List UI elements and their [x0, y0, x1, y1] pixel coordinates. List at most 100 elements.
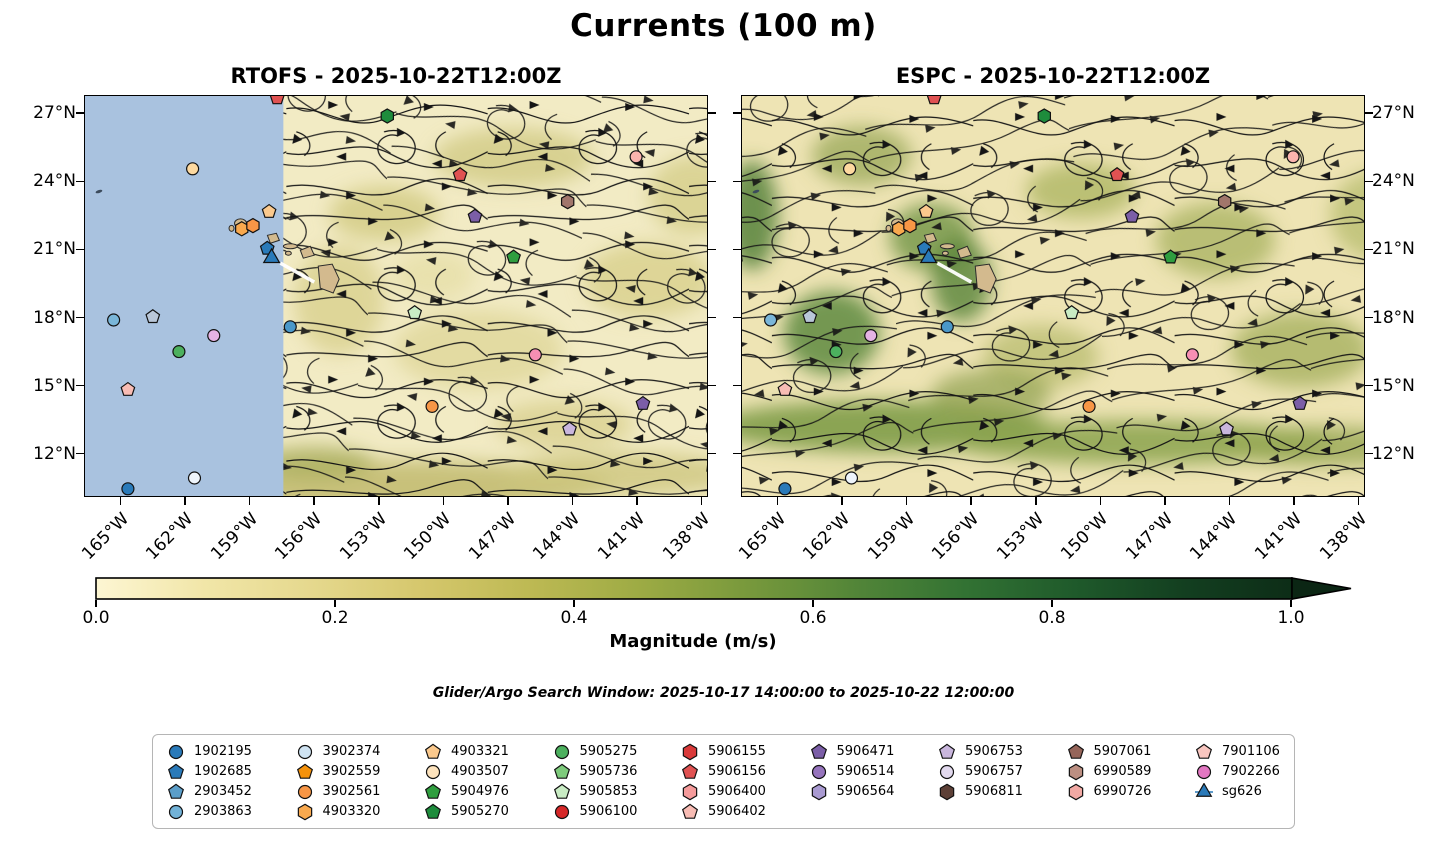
- lat-tick-mark: [733, 316, 741, 319]
- rtofs-no-data-region: [85, 96, 284, 496]
- glider-track: [279, 261, 316, 284]
- circle-marker-icon: [425, 764, 441, 779]
- lat-tick-mark: [708, 384, 716, 387]
- legend-item-3902374: 3902374: [296, 742, 380, 761]
- rtofs-float-markers: [107, 96, 651, 496]
- lon-tick-mark: [1228, 497, 1231, 505]
- float-marker: [506, 249, 521, 264]
- float-marker: [172, 345, 186, 359]
- legend-item-label: 6990726: [1093, 784, 1152, 799]
- legend-item-label: 4903507: [451, 764, 509, 779]
- legend-item-5906471: 5906471: [810, 742, 894, 761]
- colorbar-tick-mark: [334, 600, 336, 607]
- lat-tick-label: 18°N: [33, 307, 76, 328]
- lat-tick-label: 24°N: [33, 171, 76, 192]
- circle-marker-icon: [811, 764, 826, 779]
- legend-item-4903320: 4903320: [296, 802, 381, 821]
- lat-tick-label: 21°N: [1372, 239, 1415, 260]
- legend-item-label: 5907061: [1093, 744, 1152, 759]
- lon-tick-mark: [507, 497, 509, 505]
- legend-item-label: 5906402: [708, 804, 766, 819]
- lon-tick-mark: [571, 497, 574, 505]
- legend-item-label: 7902266: [1222, 764, 1280, 779]
- legend-item-label: 5905736: [579, 764, 638, 779]
- float-marker: [1185, 348, 1199, 362]
- lat-tick-label: 27°N: [33, 103, 76, 124]
- float-marker: [629, 150, 643, 164]
- legend-item-label: 5906400: [708, 784, 766, 799]
- legend-column: 3902374 3902559 3902561 4903320: [296, 742, 381, 821]
- legend-item-label: 5906811: [965, 784, 1023, 799]
- lat-tick-label: 12°N: [1372, 443, 1415, 464]
- pentagon-marker-icon: [425, 803, 441, 819]
- legend-column: 4903321 4903507 5904976 5905270: [424, 742, 509, 821]
- float-marker: [1292, 395, 1308, 410]
- colorbar-tick-label: 1.0: [1277, 608, 1305, 628]
- float-marker: [562, 421, 577, 436]
- legend-item-5905270: 5905270: [424, 802, 509, 821]
- float-marker: [918, 203, 934, 218]
- legend-item-label: 4903320: [322, 804, 381, 819]
- legend-item-label: 3902559: [322, 764, 381, 779]
- colorbar-tick-label: 0.8: [1038, 608, 1066, 628]
- hexagon-marker-icon: [811, 783, 826, 800]
- lat-tick-mark: [76, 180, 84, 183]
- float-marker: [1217, 193, 1232, 210]
- legend-item-label: 2903863: [194, 804, 252, 819]
- legend-item-7902266: 7902266: [1195, 762, 1280, 781]
- colorbar-extend-arrow: [1291, 577, 1352, 600]
- lat-tick-mark: [76, 452, 84, 455]
- legend-item-5906402: 5906402: [681, 802, 766, 821]
- hexagon-marker-icon: [297, 803, 312, 820]
- lon-tick-mark: [841, 497, 843, 505]
- lon-tick-label: 141°W: [1251, 509, 1307, 564]
- legend-item-5905853: 5905853: [553, 782, 637, 801]
- legend-item-5905736: 5905736: [553, 762, 638, 781]
- colorbar-tick-label: 0.6: [799, 608, 827, 628]
- lat-tick-label: 12°N: [33, 443, 76, 464]
- lon-tick-mark: [1357, 497, 1360, 505]
- lon-tick-mark: [1164, 497, 1166, 505]
- legend-item-1902195: 1902195: [167, 742, 252, 761]
- lon-tick-mark: [700, 497, 703, 505]
- lat-tick-mark: [1365, 112, 1373, 114]
- circle-marker-icon: [168, 744, 184, 759]
- circle-marker-icon: [554, 744, 569, 759]
- legend-item-label: sg626: [1222, 784, 1262, 799]
- lon-tick-label: 141°W: [594, 509, 650, 564]
- float-marker: [467, 208, 483, 223]
- float-marker: [120, 381, 136, 396]
- float-marker: [235, 221, 249, 237]
- legend-item-5906514: 5906514: [810, 762, 894, 781]
- float-marker: [1064, 305, 1080, 320]
- float-marker: [407, 305, 423, 320]
- small-islet: [752, 189, 760, 194]
- float-marker: [777, 381, 793, 396]
- legend-item-label: 5906757: [965, 764, 1023, 779]
- glider-marker: [919, 247, 938, 264]
- legend-item-5906811: 5906811: [938, 782, 1023, 801]
- float-marker: [903, 217, 917, 234]
- pentagon-marker-icon: [939, 743, 955, 759]
- legend-item-label: 5905275: [579, 744, 638, 759]
- legend-item-label: 2903452: [194, 784, 252, 799]
- legend-item-5906155: 5906155: [681, 742, 766, 761]
- glider-marker: [262, 247, 281, 264]
- lat-tick-mark: [708, 452, 716, 455]
- pentagon-marker-icon: [553, 783, 570, 799]
- pentagon-marker-icon: [425, 743, 441, 759]
- legend-item-5906400: 5906400: [681, 782, 766, 801]
- float-marker: [269, 96, 285, 105]
- lat-tick-label: 18°N: [1372, 307, 1415, 328]
- legend-item-label: 3902561: [322, 784, 381, 799]
- rtofs-panel-title: RTOFS - 2025-10-22T12:00Z: [230, 64, 562, 88]
- lon-tick-mark: [905, 497, 908, 505]
- hexagon-marker-icon: [1068, 783, 1083, 800]
- float-marker: [528, 348, 542, 362]
- float-marker: [452, 167, 468, 182]
- float-marker: [425, 399, 439, 413]
- espc-panel-title: ESPC - 2025-10-22T12:00Z: [895, 64, 1211, 88]
- legend-item-label: 7901106: [1222, 744, 1280, 759]
- pentagon-marker-icon: [168, 763, 184, 779]
- float-marker: [1109, 167, 1125, 182]
